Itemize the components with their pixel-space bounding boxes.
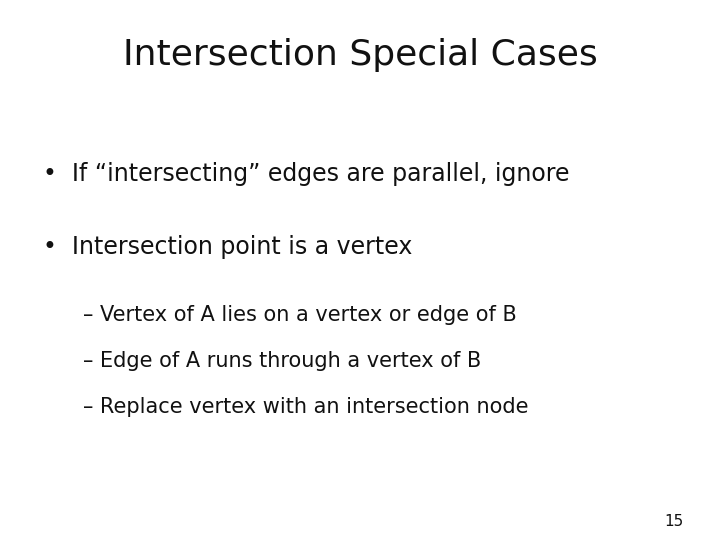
Text: •  If “intersecting” edges are parallel, ignore: • If “intersecting” edges are parallel, … bbox=[43, 162, 570, 186]
Text: – Edge of A runs through a vertex of B: – Edge of A runs through a vertex of B bbox=[83, 351, 481, 371]
Text: •  Intersection point is a vertex: • Intersection point is a vertex bbox=[43, 235, 413, 259]
Text: Intersection Special Cases: Intersection Special Cases bbox=[122, 38, 598, 72]
Text: 15: 15 bbox=[665, 514, 684, 529]
Text: – Vertex of A lies on a vertex or edge of B: – Vertex of A lies on a vertex or edge o… bbox=[83, 305, 516, 325]
Text: – Replace vertex with an intersection node: – Replace vertex with an intersection no… bbox=[83, 397, 528, 417]
